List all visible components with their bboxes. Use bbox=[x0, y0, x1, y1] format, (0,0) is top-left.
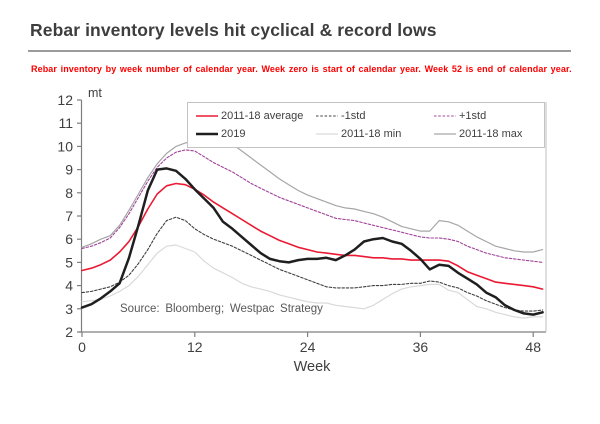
y-tick-label: 12 bbox=[57, 92, 73, 108]
legend-swatch-2011-18-average bbox=[196, 114, 218, 117]
x-tick-label: 0 bbox=[78, 339, 86, 355]
y-tick-label: 5 bbox=[65, 254, 73, 270]
legend-label: 2011-18 min bbox=[341, 128, 402, 141]
series-line-2011-18-average bbox=[81, 182, 544, 290]
y-tick-label: 11 bbox=[58, 115, 73, 131]
x-tick-label: 48 bbox=[525, 339, 541, 355]
y-tick-label: 2 bbox=[65, 324, 73, 340]
x-tick-label: 12 bbox=[187, 339, 203, 355]
legend-swatch-2019 bbox=[196, 133, 218, 136]
y-tick-label: 3 bbox=[65, 301, 73, 317]
legend-label: 2011-18 average bbox=[221, 109, 304, 122]
legend-label: +1std bbox=[459, 109, 487, 122]
legend-item-2019: 2019 bbox=[195, 128, 315, 140]
y-tick-label: 7 bbox=[65, 208, 73, 224]
legend-item-2011-18-max: 2011-18 max bbox=[433, 128, 543, 140]
y-tick-label: 6 bbox=[65, 231, 73, 247]
legend-swatch-2011-18-max bbox=[434, 133, 456, 135]
legend-swatch-1std bbox=[316, 115, 338, 117]
y-tick-label: 4 bbox=[65, 278, 73, 294]
chart-description-note: Rebar inventory by week number of calend… bbox=[31, 64, 572, 74]
x-tick-label: 24 bbox=[300, 339, 316, 355]
y-tick-label: 8 bbox=[65, 185, 73, 201]
title-underline bbox=[28, 50, 571, 52]
y-tick-label: 10 bbox=[57, 138, 73, 154]
page-title: Rebar inventory levels hit cyclical & re… bbox=[30, 20, 437, 40]
legend-label: 2011-18 max bbox=[459, 128, 523, 141]
series-line-2011-18-max bbox=[81, 141, 544, 253]
legend-item-2011-18-min: 2011-18 min bbox=[315, 128, 433, 140]
series-line-2011-18-min bbox=[81, 244, 544, 319]
legend-label: 2019 bbox=[221, 128, 246, 141]
x-tick-label: 36 bbox=[413, 339, 429, 355]
y-tick-label: 9 bbox=[65, 162, 73, 178]
legend-item-1std: -1std bbox=[315, 110, 433, 122]
legend-item-1std: +1std bbox=[433, 110, 543, 122]
chart-legend: 2011-18 average -1std +1std 2019 2011-18 min… bbox=[187, 102, 545, 148]
legend-item-2011-18-average: 2011-18 average bbox=[195, 110, 315, 122]
series-line-1std bbox=[81, 149, 544, 263]
rebar-inventory-line-chart: 2 3 4 5 6 7 8 9 10 11 12 0 12 24 36 48 Week mt Source: Blo… bbox=[57, 86, 547, 375]
legend-swatch-2011-18-min bbox=[316, 133, 338, 135]
source-note: Source: Bloomberg; Westpac Strategy bbox=[120, 303, 323, 315]
series-line-1std bbox=[81, 216, 544, 312]
x-axis-title: Week bbox=[294, 359, 332, 375]
legend-label: -1std bbox=[341, 109, 366, 122]
y-axis-unit-label: mt bbox=[88, 86, 102, 100]
series-line-2019 bbox=[80, 167, 544, 316]
legend-swatch-1std bbox=[434, 115, 456, 117]
